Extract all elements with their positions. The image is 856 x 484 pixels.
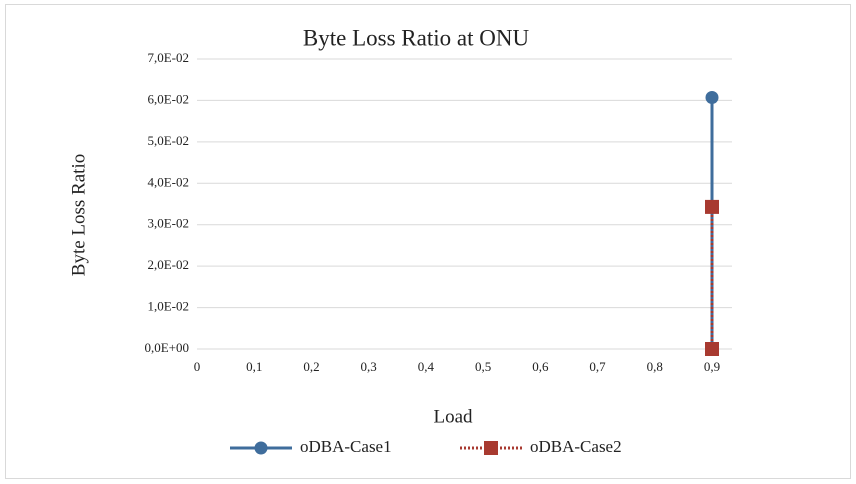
legend-label: oDBA-Case2 [530, 437, 622, 456]
data-point [705, 91, 719, 105]
chart-frame [5, 4, 851, 479]
x-tick-label: 0,7 [589, 359, 606, 374]
legend-label: oDBA-Case1 [300, 437, 392, 456]
data-point [705, 342, 719, 356]
chart-title: Byte Loss Ratio at ONU [303, 25, 530, 50]
y-tick-label: 7,0E-02 [147, 50, 189, 65]
y-tick-label: 6,0E-02 [147, 91, 189, 106]
y-tick-label: 2,0E-02 [147, 257, 189, 272]
x-tick-label: 0,9 [704, 359, 720, 374]
y-tick-label: 5,0E-02 [147, 133, 189, 148]
x-tick-label: 0,1 [246, 359, 262, 374]
x-tick-label: 0,8 [647, 359, 663, 374]
legend-marker [484, 441, 498, 455]
y-tick-label: 1,0E-02 [147, 299, 189, 314]
x-tick-label: 0,5 [475, 359, 491, 374]
x-axis-title: Load [433, 406, 473, 427]
data-point [705, 199, 719, 214]
legend-marker [254, 441, 268, 455]
y-tick-label: 3,0E-02 [147, 216, 189, 231]
x-tick-label: 0,2 [303, 359, 319, 374]
x-tick-label: 0,3 [361, 359, 377, 374]
y-tick-label: 4,0E-02 [147, 174, 189, 189]
x-tick-label: 0,4 [418, 359, 435, 374]
x-tick-label: 0 [194, 359, 201, 374]
y-tick-label: 0,0E+00 [144, 340, 189, 355]
y-axis-title: Byte Loss Ratio [68, 154, 89, 276]
x-tick-label: 0,6 [532, 359, 549, 374]
